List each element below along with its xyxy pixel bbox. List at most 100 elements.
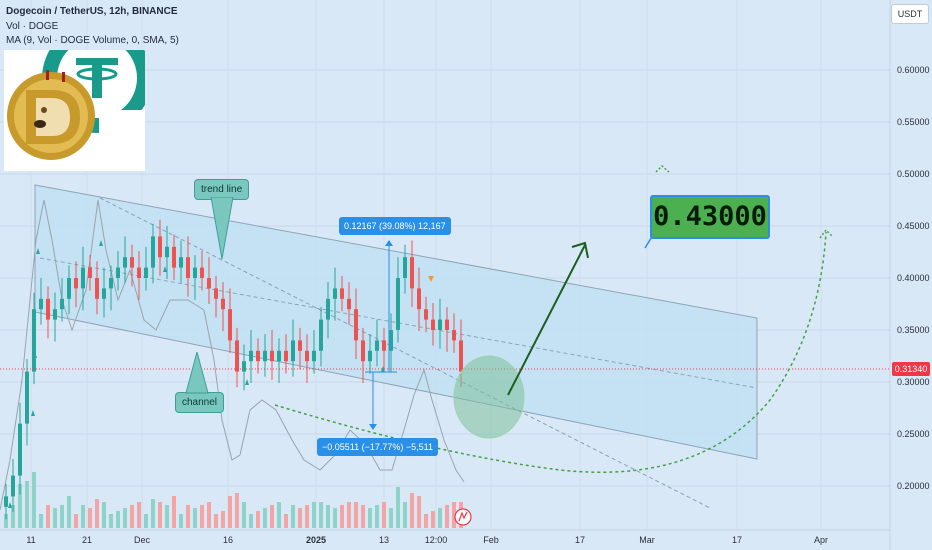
time-tick-label: 17 — [575, 535, 585, 545]
volume-bar — [95, 499, 99, 528]
candle-body — [263, 350, 267, 362]
time-axis[interactable]: 11 21 Dec 16 2025 13 12:00 Feb 17 Mar 17 Apr — [0, 529, 890, 545]
buy-signal-marker — [245, 379, 249, 385]
trend-line[interactable] — [99, 197, 711, 509]
candle-body — [102, 288, 106, 299]
coin-logo-image — [4, 50, 145, 171]
time-tick-label: Apr — [814, 535, 828, 545]
candle-body — [123, 257, 127, 268]
volume-bar — [4, 514, 8, 528]
volume-bars — [4, 472, 463, 528]
time-tick-label: 2025 — [306, 535, 326, 545]
volume-bar — [53, 508, 57, 528]
volume-ma-line — [0, 199, 465, 511]
target-arrow[interactable] — [507, 241, 589, 396]
candle-body — [74, 278, 78, 289]
buy-signal-marker — [8, 502, 12, 508]
candle-body — [403, 257, 407, 278]
volume-bar — [200, 505, 204, 528]
measure-up-tool[interactable] — [381, 240, 397, 373]
price-axis[interactable]: 0.60000 0.55000 0.50000 0.45000 0.40000 0.350… — [889, 0, 930, 550]
candle-body — [368, 350, 372, 362]
currency-button[interactable]: USDT — [891, 4, 929, 24]
volume-bar — [249, 514, 253, 528]
volume-bar — [193, 508, 197, 528]
volume-bar — [312, 502, 316, 528]
volume-bar — [74, 514, 78, 528]
candle-body — [235, 340, 239, 372]
volume-bar — [172, 496, 176, 528]
candle-body — [214, 288, 218, 299]
candle-body — [256, 350, 260, 362]
projection-arrowhead — [819, 228, 833, 239]
candle-body — [284, 350, 288, 362]
time-tick-label: 12:00 — [425, 535, 448, 545]
volume-bar — [368, 508, 372, 528]
buy-signal-marker — [99, 240, 103, 246]
candle-body — [452, 330, 456, 341]
volume-bar — [270, 505, 274, 528]
volume-bar — [144, 514, 148, 528]
candle-body — [270, 350, 274, 362]
candle-body — [354, 309, 358, 341]
volume-bar — [130, 505, 134, 528]
candle-body — [4, 496, 8, 507]
candle-body — [277, 350, 281, 362]
price-tick-label: 0.50000 — [897, 169, 930, 179]
candle-body — [221, 298, 225, 310]
price-tick-label: 0.55000 — [897, 117, 930, 127]
candle-body — [81, 267, 85, 289]
time-tick-label: Dec — [134, 535, 151, 545]
measure-up-label[interactable]: 0.12167 (39.08%) 12,167 — [339, 217, 451, 235]
time-tick-label: Mar — [639, 535, 655, 545]
volume-bar — [445, 505, 449, 528]
candle-body — [410, 257, 414, 289]
candle-body — [249, 350, 253, 362]
candle-body — [347, 298, 351, 310]
measure-down-label[interactable]: −0.05511 (−17.77%) −5,511 — [317, 438, 439, 456]
volume-bar — [291, 505, 295, 528]
buy-signal-marker — [163, 266, 167, 272]
volume-bar — [88, 508, 92, 528]
volume-bar — [284, 514, 288, 528]
channel-callout[interactable]: channel — [175, 392, 225, 413]
buy-signal-marker — [31, 410, 35, 416]
candle-body — [291, 340, 295, 362]
time-tick-label: 16 — [223, 535, 233, 545]
volume-bar — [326, 505, 330, 528]
ma-legend[interactable]: MA (9, Vol · DOGE Volume, 0, SMA, 5) — [6, 35, 179, 46]
support-zone-ellipse[interactable] — [453, 355, 525, 439]
time-tick-label: Feb — [483, 535, 499, 545]
candle-body — [39, 298, 43, 310]
volume-legend[interactable]: Vol · DOGE — [6, 21, 59, 32]
candle-body — [32, 309, 36, 372]
volume-bar — [235, 493, 239, 528]
volume-bar — [165, 505, 169, 528]
last-price-tag: 0.31340 — [892, 362, 930, 376]
candle-body — [431, 319, 435, 330]
volume-bar — [60, 505, 64, 528]
candle-body — [326, 298, 330, 320]
candle-body — [389, 330, 393, 351]
volume-bar — [221, 511, 225, 528]
volume-bar — [389, 508, 393, 528]
target-price-box[interactable]: 0.43000 — [650, 195, 770, 239]
candle-body — [375, 340, 379, 351]
volume-bar — [214, 514, 218, 528]
volume-bar — [256, 511, 260, 528]
candle-body — [67, 278, 71, 299]
volume-bar — [347, 502, 351, 528]
price-tick-label: 0.45000 — [897, 221, 930, 231]
volume-bar — [151, 499, 155, 528]
volume-bar — [179, 514, 183, 528]
volume-bar — [431, 511, 435, 528]
buy-signal-marker — [33, 352, 37, 358]
volume-bar — [11, 505, 15, 528]
candle-body — [298, 340, 302, 351]
measure-down-tool[interactable] — [365, 371, 381, 430]
candle-body — [193, 267, 197, 278]
candle-body — [382, 340, 386, 351]
channel-callout-pointer — [185, 352, 209, 394]
